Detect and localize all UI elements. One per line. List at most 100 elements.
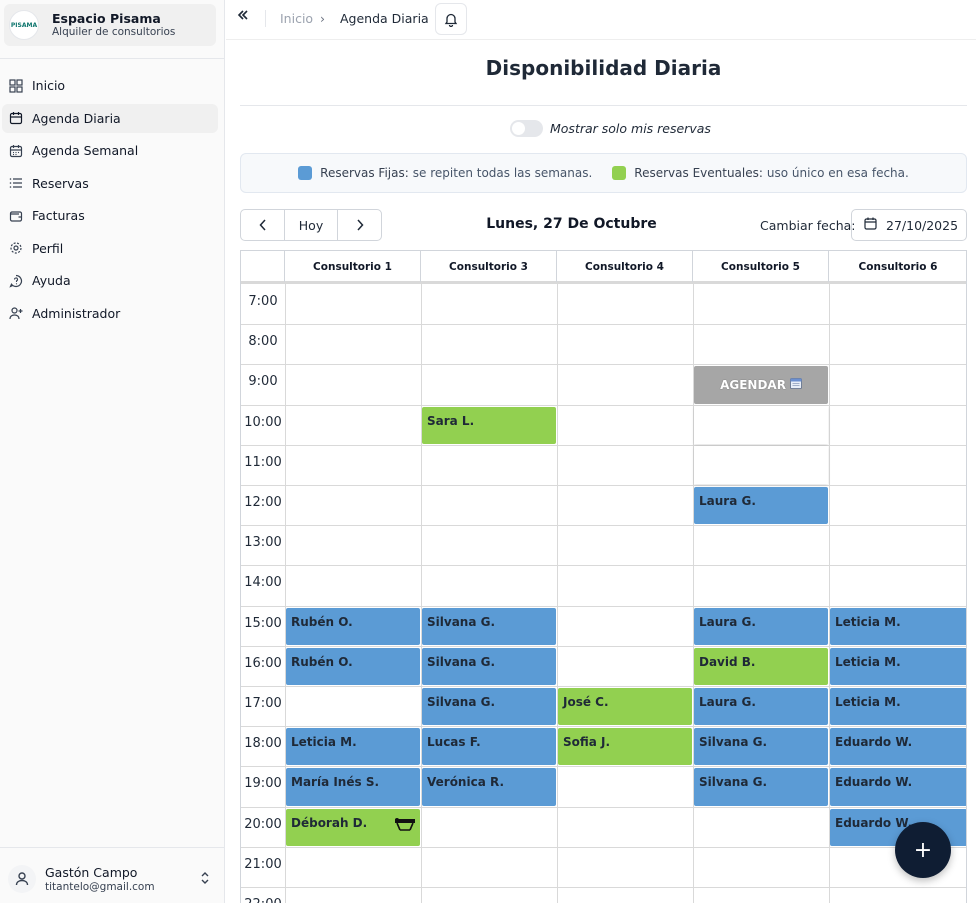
column-divider bbox=[693, 284, 694, 903]
next-day-button[interactable] bbox=[338, 210, 381, 240]
reservation-block[interactable]: Verónica R. bbox=[422, 768, 556, 806]
reservation-name: Silvana G. bbox=[427, 614, 496, 629]
sidebar-item-agenda-semanal[interactable]: Agenda Semanal bbox=[2, 136, 218, 165]
reservation-block[interactable]: Rubén O. bbox=[286, 647, 420, 685]
calendar-icon bbox=[790, 377, 802, 392]
gear-icon bbox=[9, 241, 23, 255]
reservation-block[interactable]: Silvana G. bbox=[422, 688, 556, 726]
reservation-block[interactable]: Lucas F. bbox=[422, 728, 556, 766]
reservation-name: Silvana G. bbox=[427, 695, 496, 709]
date-picker[interactable]: 27/10/2025 bbox=[851, 209, 967, 241]
date-navigation: Hoy bbox=[240, 209, 382, 241]
reservation-name: Eduardo W. bbox=[835, 775, 913, 790]
reservation-block[interactable]: José C. bbox=[558, 688, 692, 726]
user-menu[interactable]: Gastón Campo titantelo@gmail.com bbox=[8, 862, 218, 896]
agendar-button[interactable]: AGENDAR bbox=[694, 366, 828, 404]
reservation-block[interactable]: Rubén O. bbox=[286, 607, 420, 645]
reservation-block[interactable]: Leticia M. bbox=[286, 728, 420, 766]
sidebar-item-inicio[interactable]: Inicio bbox=[2, 71, 218, 100]
page-title: Disponibilidad Diaria bbox=[485, 56, 722, 80]
previous-day-button[interactable] bbox=[241, 210, 285, 240]
row-divider bbox=[241, 565, 966, 567]
reservation-name: Sara L. bbox=[427, 413, 475, 428]
topbar-divider bbox=[265, 10, 266, 27]
reservation-block[interactable]: Silvana G. bbox=[422, 607, 556, 645]
reservation-block[interactable]: Sofia J. bbox=[558, 728, 692, 766]
brand-switcher[interactable]: PISAMA Espacio Pisama Alquiler de consul… bbox=[4, 4, 216, 46]
row-divider bbox=[241, 605, 966, 607]
sidebar-item-ayuda[interactable]: Ayuda bbox=[2, 266, 218, 295]
reservation-block[interactable]: Silvana G. bbox=[422, 647, 556, 685]
sidebar-item-agenda-diaria[interactable]: Agenda Diaria bbox=[2, 103, 218, 133]
sidebar-nav: Inicio Agenda Diaria Agenda Semanal Reserva… bbox=[2, 71, 218, 331]
sidebar-item-administrador[interactable]: Administrador bbox=[2, 299, 218, 328]
reservation-block[interactable]: Leticia M. bbox=[830, 647, 966, 685]
reservation-name: Verónica R. bbox=[427, 775, 504, 790]
reservation-name: Silvana G. bbox=[699, 735, 768, 750]
reservation-block[interactable]: Déborah D. bbox=[286, 808, 420, 846]
reservation-name: Silvana G. bbox=[427, 654, 496, 669]
time-label: 20:00 bbox=[244, 816, 282, 832]
reservation-name: Rubén O. bbox=[291, 614, 353, 629]
reservation-block[interactable]: Laura G. bbox=[694, 487, 828, 525]
row-divider bbox=[241, 444, 966, 446]
reservation-name: Leticia M. bbox=[291, 735, 357, 750]
reservation-name: Leticia M. bbox=[835, 654, 901, 669]
column-divider bbox=[285, 284, 286, 903]
my-reservations-toggle[interactable] bbox=[510, 120, 543, 137]
notifications-button[interactable] bbox=[435, 3, 467, 35]
agendar-label: AGENDAR bbox=[720, 377, 786, 392]
today-button[interactable]: Hoy bbox=[285, 210, 338, 240]
breadcrumb-home-link[interactable]: Inicio bbox=[280, 11, 314, 26]
sidebar: PISAMA Espacio Pisama Alquiler de consul… bbox=[0, 0, 225, 903]
sidebar-divider bbox=[0, 58, 225, 59]
reservation-name: Laura G. bbox=[699, 494, 756, 508]
date-value: 27/10/2025 bbox=[886, 217, 959, 233]
reservation-name: Silvana G. bbox=[699, 775, 768, 790]
reservation-block[interactable]: David B. bbox=[694, 647, 828, 685]
sidebar-item-reservas[interactable]: Reservas bbox=[2, 169, 218, 198]
legend-eventual-label: Reservas Eventuales: bbox=[634, 166, 763, 180]
reservation-block[interactable]: Eduardo W. bbox=[830, 728, 966, 766]
reservation-name: Eduardo W. bbox=[835, 735, 913, 750]
reservation-name: José C. bbox=[563, 695, 609, 709]
reservation-block[interactable]: Leticia M. bbox=[830, 607, 966, 645]
sidebar-item-label: Administrador bbox=[32, 305, 121, 321]
brand-subtitle: Alquiler de consultorios bbox=[52, 26, 176, 38]
reservation-name: Eduardo W. bbox=[835, 815, 913, 830]
bell-icon bbox=[444, 13, 458, 27]
chevron-left-icon bbox=[258, 219, 266, 231]
reservation-block[interactable]: Laura G. bbox=[694, 607, 828, 645]
available-slot[interactable] bbox=[694, 445, 828, 484]
reservation-block[interactable]: Leticia M. bbox=[830, 688, 966, 726]
legend-eventual: Reservas Eventuales: uso único en esa fe… bbox=[612, 166, 909, 180]
date-heading: Lunes, 27 De Octubre bbox=[486, 216, 657, 232]
row-divider bbox=[241, 887, 966, 888]
available-slot[interactable] bbox=[694, 405, 828, 444]
reservation-block[interactable]: María Inés S. bbox=[286, 768, 420, 806]
reservation-block[interactable]: Eduardo W. bbox=[830, 768, 966, 806]
my-reservations-filter: Mostrar solo mis reservas bbox=[510, 120, 711, 137]
sidebar-item-facturas[interactable]: Facturas bbox=[2, 201, 218, 230]
add-reservation-button[interactable]: + bbox=[895, 822, 951, 878]
reservation-block[interactable]: Sara L. bbox=[422, 406, 556, 444]
time-label: 10:00 bbox=[244, 414, 282, 430]
legend-fija-desc: se repiten todas las semanas. bbox=[412, 166, 593, 180]
reservation-name: Déborah D. bbox=[291, 815, 368, 830]
row-divider bbox=[241, 645, 966, 647]
change-date-label: Cambiar fecha: bbox=[760, 218, 856, 233]
reservation-name: Leticia M. bbox=[835, 695, 901, 709]
reservation-block[interactable]: Laura G. bbox=[694, 688, 828, 726]
reservation-block[interactable]: Silvana G. bbox=[694, 728, 828, 766]
reservation-block[interactable]: Silvana G. bbox=[694, 768, 828, 806]
collapse-sidebar-icon[interactable] bbox=[236, 8, 250, 26]
sidebar-item-label: Agenda Semanal bbox=[32, 143, 139, 158]
user-plus-icon bbox=[9, 306, 23, 320]
help-icon bbox=[9, 274, 23, 288]
sidebar-item-label: Ayuda bbox=[32, 273, 71, 288]
user-name: Gastón Campo bbox=[45, 864, 138, 880]
calendar-icon bbox=[9, 111, 23, 125]
sidebar-item-perfil[interactable]: Perfil bbox=[2, 234, 218, 263]
sidebar-item-label: Perfil bbox=[32, 240, 64, 256]
